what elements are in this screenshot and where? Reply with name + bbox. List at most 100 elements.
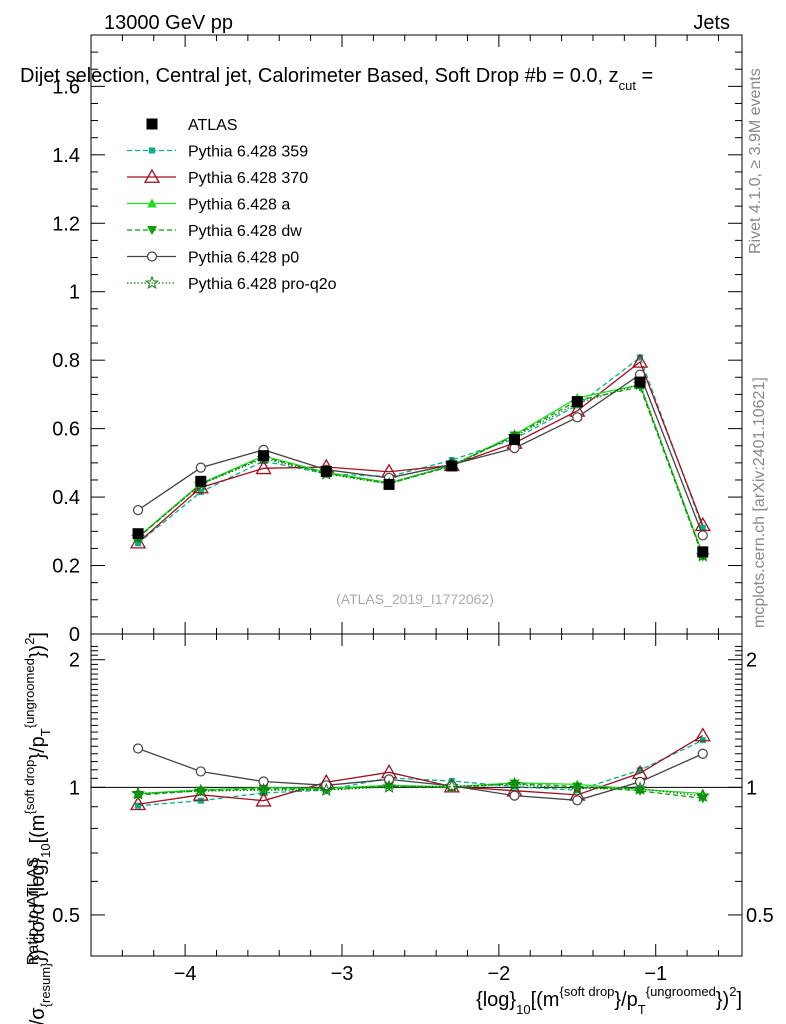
legend-entry-atlas: ATLAS [146,117,238,134]
y-tick-label: 0.2 [52,556,80,578]
x-tick-label: −3 [331,963,354,985]
legend-label-pythia-6-428-359: Pythia 6.428 359 [188,144,308,161]
series-atlas [132,376,709,558]
legend-marker-pythia-6-428-p0 [146,251,158,262]
legend: ATLAS Pythia 6.428 359 Pythia 6.428 370 Pyt… [127,117,337,293]
ratio-point-pythia-6-428-dw [572,782,583,792]
legend-entry-pythia-6-428-a: Pythia 6.428 a [127,197,290,214]
legend-entry-pythia-6-428-p0: Pythia 6.428 p0 [127,250,299,267]
series-line-pythia-6-428-p0 [137,373,704,536]
ratio-series-pythia-6-428-p0 [132,743,708,806]
legend-entry-pythia-6-428-359: Pythia 6.428 359 [127,144,308,161]
ratio-point-pythia-6-428-370 [255,792,272,807]
legend-marker-pythia-6-428-370 [143,168,161,183]
x-tick-label: −2 [487,963,510,985]
ratio-point-pythia-6-428-pro-q2o [382,779,397,793]
legend-marker-pythia-6-428-pro-q2o [144,275,160,289]
ratio-point-pythia-6-428-pro-q2o [695,788,710,802]
data-point-pythia-6-428-p0 [572,412,583,423]
ratio-point-pythia-6-428-dw [133,791,144,801]
y-tick-label: 1.4 [52,145,80,167]
ratio-point-pythia-6-428-p0 [509,790,520,801]
data-point-atlas [446,460,458,472]
series-line-pythia-6-428-a [137,384,704,555]
ratio-y-tick-label: 0.5 [52,905,80,927]
data-point-pythia-6-428-370 [631,353,649,368]
ratio-line-pythia-6-428-dw [138,782,703,799]
series-pythia-6-428-p0 [132,369,708,541]
series-line-pythia-6-428-dw [137,386,704,557]
data-point-atlas [258,450,270,462]
data-point-pythia-6-428-359 [135,540,142,547]
ratio-point-pythia-6-428-370 [129,795,147,811]
ratio-point-pythia-6-428-dw [384,782,395,792]
ratio-point-pythia-6-428-359 [637,767,644,774]
ratio-y-tick-label: 2 [69,650,80,672]
legend-label-pythia-6-428-p0: Pythia 6.428 p0 [188,250,299,267]
x-tick-label: −1 [644,963,667,985]
y-tick-label: 1.6 [52,76,80,98]
ratio-point-pythia-6-428-pro-q2o [444,778,459,793]
legend-label-pythia-6-428-dw: Pythia 6.428 dw [188,223,302,240]
legend-marker-atlas [146,118,158,130]
ratio-y-tick-label: 1 [69,777,80,799]
data-point-atlas [509,434,521,446]
data-point-pythia-6-428-p0 [195,462,206,473]
series-line-pythia-6-428-359 [137,356,704,544]
legend-entry-pythia-6-428-370: Pythia 6.428 370 [127,168,308,187]
energy-label: 13000 GeV pp [104,12,233,34]
ratio-y-tick-label-right: 2 [746,650,757,672]
ratio-point-pythia-6-428-pro-q2o [193,783,208,798]
series-pythia-6-428-359 [135,354,706,547]
y-axis-label-main: (1/σ{resum}}) dσ/d {log}10[(m{soft drop}… [22,632,53,1024]
data-point-atlas [383,478,395,490]
ratio-point-pythia-6-428-pro-q2o [319,782,334,797]
legend-marker-pythia-6-428-dw [147,226,157,235]
data-point-pythia-6-428-p0 [697,530,708,541]
legend-marker-pythia-6-428-359 [149,147,155,154]
ratio-line-pythia-6-428-p0 [137,747,704,801]
data-point-pythia-6-428-359 [699,524,706,531]
ratio-y-tick-label-right: 0.5 [746,905,774,927]
ratio-point-pythia-6-428-dw [509,779,520,789]
ratio-point-pythia-6-428-p0 [195,766,206,777]
legend-label-atlas: ATLAS [188,117,238,134]
ratio-point-pythia-6-428-p0 [697,748,708,759]
plot-title: Dijet selection, Central jet, Calorimete… [20,65,653,93]
series-line-pythia-6-428-pro-q2o [137,383,704,556]
rivet-version-label: Rivet 4.1.0, ≥ 3.9M events [747,68,764,254]
legend-label-pythia-6-428-pro-q2o: Pythia 6.428 pro-q2o [188,276,337,293]
ratio-point-pythia-6-428-p0 [132,743,144,754]
ratio-point-pythia-6-428-p0 [383,774,395,785]
legend-entry-pythia-6-428-dw: Pythia 6.428 dw [127,223,302,240]
legend-marker-pythia-6-428-a [147,198,157,208]
ratio-y-tick-label-right: 1 [746,777,757,799]
ratio-point-pythia-6-428-359 [135,802,142,809]
mcplots-label: mcplots.cern.ch [arXiv:2401.10621] [751,377,768,628]
y-tick-label: 1 [69,282,80,304]
data-point-pythia-6-428-370 [255,460,272,475]
analysis-watermark: (ATLAS_2019_I1772062) [336,591,494,607]
ratio-point-pythia-6-428-p0 [572,795,583,806]
legend-label-pythia-6-428-370: Pythia 6.428 370 [188,170,308,187]
ratio-series-pythia-6-428-370 [129,727,711,811]
ratio-point-pythia-6-428-p0 [258,776,269,787]
ratio-point-pythia-6-428-370 [694,727,711,742]
y-tick-label: 0.6 [52,419,80,441]
legend-entry-pythia-6-428-pro-q2o: Pythia 6.428 pro-q2o [127,275,337,293]
ratio-series-pythia-6-428-359 [135,737,706,809]
ratio-point-pythia-6-428-pro-q2o [633,781,648,795]
y-axis-label-ratio: Ratio to ATLAS [25,857,42,965]
data-point-atlas [697,546,709,558]
data-point-pythia-6-428-359 [197,488,204,495]
data-point-atlas [634,376,646,388]
ratio-line-pythia-6-428-370 [137,734,704,805]
series-pythia-6-428-a [133,379,708,559]
ratio-point-pythia-6-428-pro-q2o [507,777,522,791]
series-pythia-6-428-dw [133,382,708,562]
ratio-point-pythia-6-428-pro-q2o [570,781,585,795]
data-point-pythia-6-428-p0 [132,504,144,516]
x-axis-label: {log}10[(m{soft drop}/pT{ungroomed})2] [476,984,742,1017]
ratio-plot-frame [90,633,743,957]
